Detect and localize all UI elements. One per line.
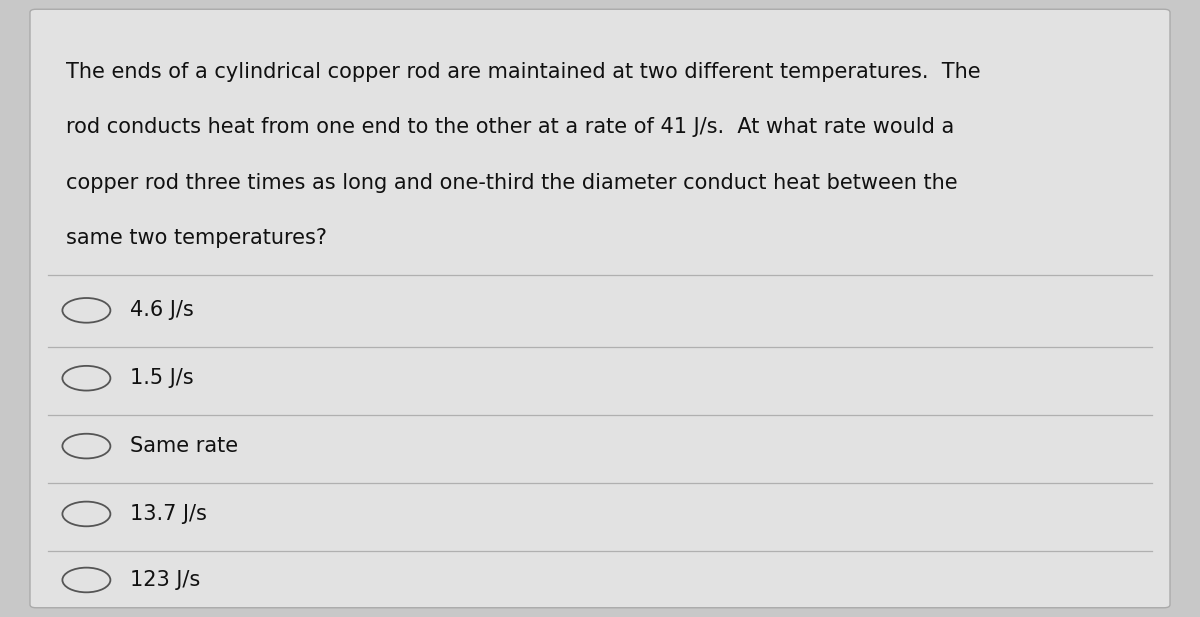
- Text: 4.6 J/s: 4.6 J/s: [130, 300, 193, 320]
- Text: 1.5 J/s: 1.5 J/s: [130, 368, 193, 388]
- Text: Same rate: Same rate: [130, 436, 238, 456]
- Text: rod conducts heat from one end to the other at a rate of 41 J/s.  At what rate w: rod conducts heat from one end to the ot…: [66, 117, 954, 137]
- Text: The ends of a cylindrical copper rod are maintained at two different temperature: The ends of a cylindrical copper rod are…: [66, 62, 980, 81]
- Text: same two temperatures?: same two temperatures?: [66, 228, 326, 248]
- Text: copper rod three times as long and one-third the diameter conduct heat between t: copper rod three times as long and one-t…: [66, 173, 958, 193]
- Text: 13.7 J/s: 13.7 J/s: [130, 504, 206, 524]
- FancyBboxPatch shape: [30, 9, 1170, 608]
- Text: 123 J/s: 123 J/s: [130, 570, 200, 590]
